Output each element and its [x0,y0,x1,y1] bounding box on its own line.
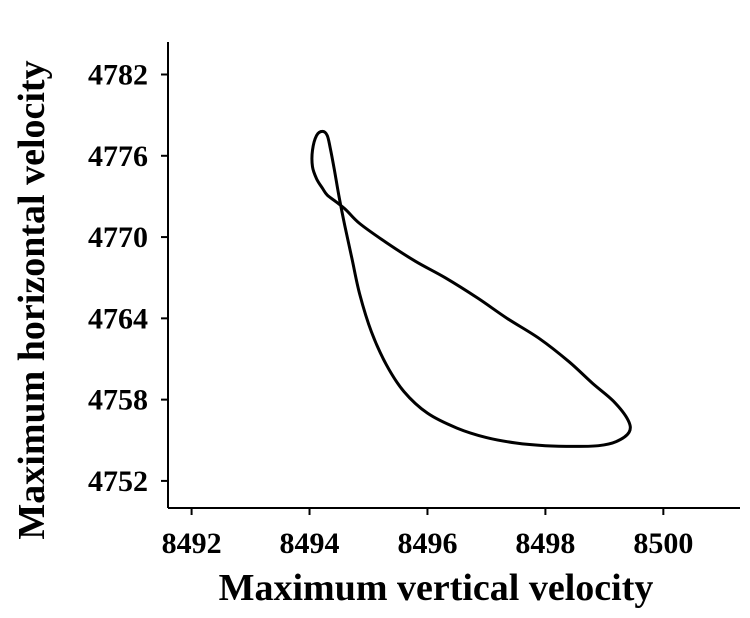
y-tick-label: 4764 [88,302,148,335]
x-tick-label: 8500 [633,527,693,560]
series-line [310,129,632,448]
x-tick-label: 8494 [280,527,340,560]
y-tick-label: 4758 [88,384,148,417]
y-axis-ticks: 4752 4758 4764 4770 4776 4782 [88,59,168,498]
y-tick-label: 4752 [88,465,148,498]
y-tick-label: 4782 [88,59,148,92]
x-axis-ticks: 8492 8494 8496 8498 8500 [162,508,693,560]
y-tick-label: 4770 [88,221,148,254]
x-tick-label: 8498 [515,527,575,560]
x-axis-title: Maximum vertical velocity [219,567,654,609]
x-tick-label: 8496 [397,527,457,560]
y-axis-title: Maximum horizontal velocity [11,60,53,539]
x-tick-label: 8492 [162,527,222,560]
y-tick-label: 4776 [88,140,148,173]
